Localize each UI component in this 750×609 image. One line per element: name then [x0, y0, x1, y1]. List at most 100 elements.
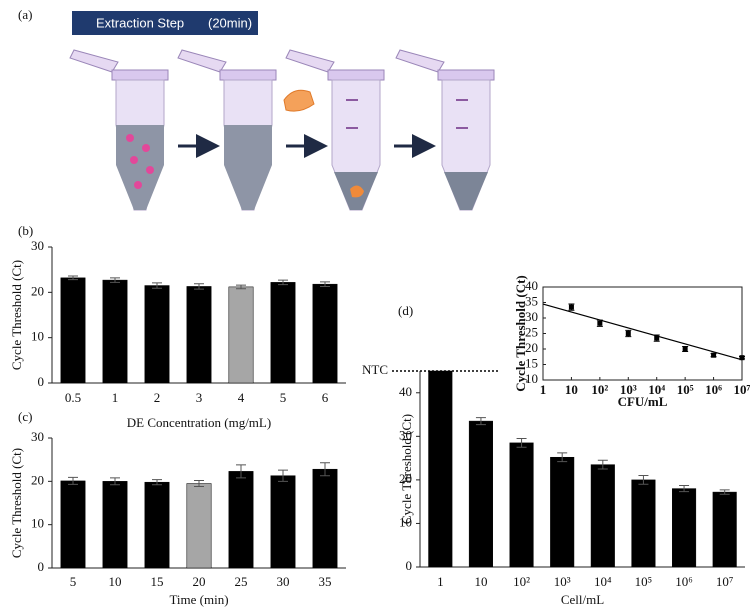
- panel-label: (b): [18, 223, 33, 238]
- error-bar: [278, 279, 288, 286]
- error-bar: [679, 485, 690, 493]
- point: [625, 331, 631, 336]
- y-tick-label: 15: [525, 355, 538, 370]
- banner: [72, 11, 258, 35]
- x-tick-label: 25: [235, 574, 248, 589]
- tube-rim: [111, 69, 169, 81]
- x-tick-label: 5: [280, 390, 287, 405]
- x-tick-label: 3: [196, 390, 203, 405]
- x-axis-label: Time (min): [169, 592, 228, 607]
- error-bar: [152, 282, 162, 289]
- y-tick-label: 25: [525, 324, 538, 339]
- y-tick-label: 40: [525, 278, 538, 293]
- x-tick-label: 1: [437, 574, 444, 589]
- x-tick-label: 10⁷: [734, 382, 750, 397]
- bar: [590, 464, 615, 568]
- panel-label: (c): [18, 409, 32, 424]
- point: [654, 335, 660, 341]
- x-tick-label: 10⁶: [675, 574, 693, 589]
- point: [568, 304, 574, 310]
- error-bar: [638, 475, 649, 485]
- x-tick-label: 1: [112, 390, 119, 405]
- error-bar: [68, 476, 78, 485]
- x-tick-label: 10: [109, 574, 122, 589]
- error-bar: [110, 277, 120, 283]
- tube-liquid: [116, 125, 164, 210]
- cell: [126, 134, 134, 142]
- axis: [419, 371, 745, 568]
- y-tick-label: 10: [31, 516, 44, 531]
- x-tick-label: 0.5: [65, 390, 81, 405]
- bar: [144, 285, 170, 384]
- x-tick-label: 5: [70, 574, 77, 589]
- bar: [712, 491, 737, 568]
- bar: [270, 282, 296, 384]
- error-bar: [152, 479, 162, 486]
- particle: [350, 185, 364, 198]
- cell: [134, 181, 142, 189]
- bar: [144, 481, 170, 569]
- x-tick-label: 10: [565, 382, 578, 397]
- x-tick-label: 10²: [513, 574, 530, 589]
- particle: [283, 89, 315, 112]
- banner-note: (20min): [208, 15, 252, 30]
- x-axis-label: Cell/mL: [561, 592, 604, 607]
- x-tick-label: 10⁷: [716, 574, 734, 589]
- y-tick-label: 10: [525, 371, 538, 386]
- y-tick-label: 20: [31, 472, 44, 487]
- error-bar: [194, 479, 204, 488]
- y-tick-label: 0: [38, 374, 45, 389]
- cell: [146, 166, 154, 174]
- x-tick-label: 10⁶: [705, 382, 722, 397]
- tubes: [69, 49, 495, 211]
- y-axis-label: Cycle Threshold (Ct): [9, 448, 24, 558]
- bar: [60, 277, 86, 384]
- x-tick-label: 10⁵: [635, 574, 653, 589]
- y-tick-label: 20: [31, 283, 44, 298]
- y-tick-label: 30: [525, 309, 538, 324]
- y-tick-label: 35: [525, 293, 538, 308]
- y-tick-label: 20: [525, 340, 538, 355]
- error-bar: [236, 284, 246, 290]
- plot-frame: [542, 286, 743, 381]
- y-tick-label: 30: [31, 429, 44, 444]
- tube-lid: [395, 49, 445, 73]
- x-tick-label: 20: [193, 574, 206, 589]
- error-bar: [597, 459, 608, 470]
- y-tick-label: 0: [38, 559, 45, 574]
- trendline: [542, 303, 743, 361]
- panel-label: (d): [398, 303, 413, 318]
- x-tick-label: 35: [319, 574, 332, 589]
- y-tick-label: NTC: [362, 362, 388, 377]
- point: [597, 320, 603, 326]
- panel-label: (a): [18, 7, 32, 22]
- y-tick-label: 30: [31, 238, 44, 253]
- bar: [631, 479, 656, 568]
- banner-text: Extraction Step: [96, 15, 184, 30]
- bar: [468, 420, 493, 568]
- bar: [102, 481, 128, 569]
- x-tick-label: 30: [277, 574, 290, 589]
- bar: [550, 456, 575, 568]
- bar: [428, 370, 453, 568]
- point: [739, 355, 745, 361]
- y-tick-label: 10: [399, 514, 412, 529]
- y-tick-label: 40: [399, 384, 412, 399]
- error-bar: [320, 462, 330, 477]
- x-axis-label: CFU/mL: [618, 394, 668, 409]
- x-tick-label: 10²: [591, 382, 608, 397]
- x-tick-label: 15: [151, 574, 164, 589]
- error-bar: [516, 438, 527, 448]
- tube-rim: [327, 69, 385, 81]
- tube-lid: [285, 49, 335, 73]
- error-bar: [110, 477, 120, 486]
- cell: [130, 156, 138, 164]
- bar: [312, 283, 338, 384]
- tube-liquid: [444, 172, 488, 210]
- bar: [102, 279, 128, 384]
- y-tick-label: 10: [31, 329, 44, 344]
- bar: [228, 286, 254, 384]
- x-tick-label: 6: [322, 390, 329, 405]
- bar: [186, 286, 212, 384]
